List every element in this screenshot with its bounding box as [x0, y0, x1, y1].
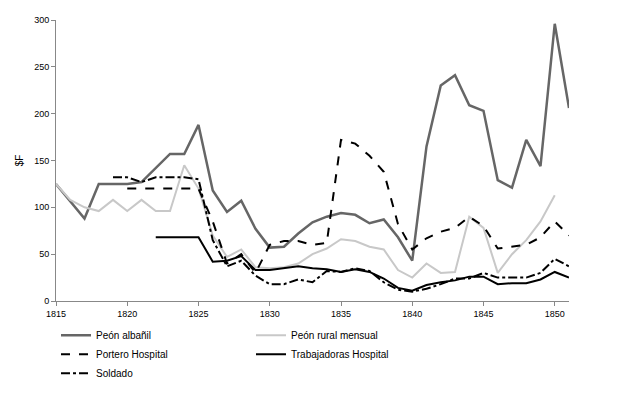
- svg-text:1825: 1825: [188, 309, 208, 319]
- svg-text:1835: 1835: [331, 309, 351, 319]
- svg-text:1840: 1840: [402, 309, 422, 319]
- svg-text:150: 150: [34, 156, 49, 166]
- svg-text:Trabajadoras Hospital: Trabajadoras Hospital: [291, 349, 388, 360]
- svg-text:100: 100: [34, 202, 49, 212]
- svg-text:1820: 1820: [117, 309, 137, 319]
- svg-text:1815: 1815: [46, 309, 66, 319]
- svg-text:300: 300: [34, 15, 49, 25]
- svg-text:1830: 1830: [260, 309, 280, 319]
- svg-text:Peón albañil: Peón albañil: [96, 330, 151, 341]
- svg-text:$F: $F: [14, 155, 25, 167]
- svg-text:1845: 1845: [473, 309, 493, 319]
- svg-text:200: 200: [34, 109, 49, 119]
- svg-text:50: 50: [39, 249, 49, 259]
- svg-text:250: 250: [34, 62, 49, 72]
- svg-text:Portero Hospital: Portero Hospital: [96, 349, 168, 360]
- svg-text:Soldado: Soldado: [96, 368, 133, 379]
- svg-text:Peón rural mensual: Peón rural mensual: [291, 330, 378, 341]
- svg-text:0: 0: [44, 296, 49, 306]
- svg-text:1850: 1850: [545, 309, 565, 319]
